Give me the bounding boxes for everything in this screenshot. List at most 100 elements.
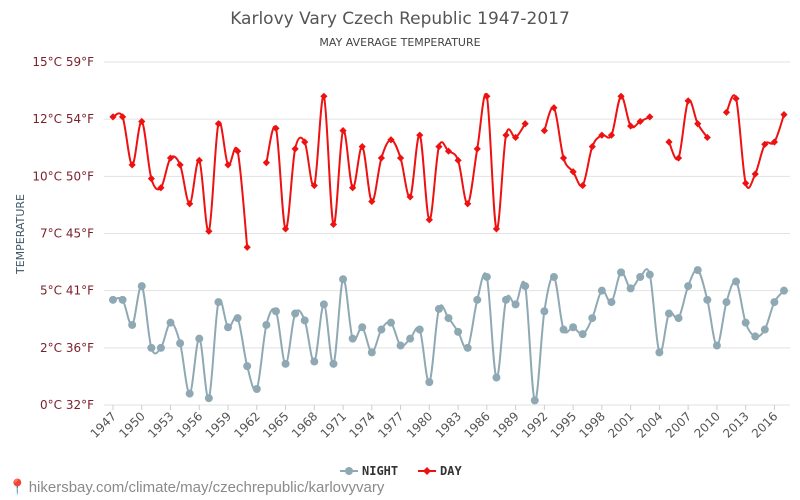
- point-night: [176, 339, 185, 348]
- point-day: [627, 122, 635, 130]
- point-day: [732, 94, 740, 103]
- point-day: [128, 161, 136, 169]
- y-tick-label: 0°C 32°F: [40, 398, 94, 412]
- point-night: [185, 389, 194, 398]
- point-night: [655, 348, 664, 357]
- point-day: [674, 154, 683, 162]
- series-line-day: [543, 95, 651, 188]
- point-night: [339, 275, 348, 284]
- point-night: [166, 318, 175, 327]
- x-tick-label: 1983: [433, 409, 464, 440]
- point-night: [722, 298, 731, 307]
- point-day: [722, 108, 731, 116]
- legend-marker: [345, 467, 353, 475]
- point-night: [262, 320, 271, 329]
- point-day: [751, 170, 759, 178]
- point-night: [502, 295, 511, 304]
- point-night: [377, 325, 386, 334]
- point-day: [272, 124, 280, 132]
- point-day: [166, 154, 175, 162]
- source-footer[interactable]: 📍 hikersbay.com/climate/may/czechrepublic…: [8, 478, 384, 496]
- x-tick-label: 1965: [260, 409, 291, 440]
- y-tick-label: 15°C 59°F: [32, 55, 94, 69]
- point-night: [415, 325, 424, 334]
- point-day: [195, 156, 203, 164]
- point-night: [732, 277, 741, 286]
- legend-item-night[interactable]: NIGHT: [340, 464, 398, 478]
- point-night: [684, 282, 693, 291]
- point-day: [387, 136, 395, 144]
- series-line-day: [668, 98, 709, 161]
- point-night: [224, 323, 233, 332]
- location-pin-icon: 📍: [8, 479, 27, 496]
- point-day: [588, 143, 596, 151]
- x-tick-label: 2010: [692, 409, 723, 440]
- point-night: [521, 282, 530, 291]
- point-day: [118, 113, 127, 121]
- x-tick-label: 1986: [461, 409, 492, 440]
- point-night: [693, 266, 702, 275]
- point-day: [435, 143, 443, 151]
- point-night: [367, 348, 376, 357]
- x-tick-label: 1962: [231, 409, 262, 440]
- legend-marker: [423, 467, 431, 475]
- point-day: [761, 140, 769, 148]
- point-night: [310, 357, 319, 366]
- series-line-day: [265, 93, 527, 230]
- x-tick-label: 2013: [720, 409, 751, 440]
- point-day: [780, 110, 788, 119]
- point-day: [483, 92, 491, 100]
- point-day: [569, 168, 577, 176]
- point-day: [646, 113, 654, 121]
- grid-lines: [104, 61, 790, 406]
- point-night: [252, 384, 261, 393]
- point-night: [195, 334, 204, 343]
- x-tick-label: 1953: [145, 409, 176, 440]
- x-tick-label: 1971: [318, 409, 349, 440]
- point-day: [444, 147, 453, 155]
- point-night: [463, 343, 472, 352]
- point-day: [770, 138, 779, 146]
- x-tick-label: 1980: [404, 409, 435, 440]
- point-day: [147, 175, 155, 183]
- point-night: [645, 270, 654, 279]
- point-night: [741, 318, 750, 327]
- point-day: [742, 179, 750, 187]
- x-tick-label: 1959: [203, 409, 234, 440]
- x-tick-label: 2004: [634, 409, 665, 440]
- point-day: [243, 243, 251, 251]
- x-tick-label: 1947: [88, 409, 119, 440]
- point-night: [243, 362, 252, 371]
- point-night: [578, 330, 587, 339]
- point-night: [281, 359, 290, 368]
- y-axis-label: TEMPERATURE: [14, 194, 27, 275]
- point-night: [348, 334, 357, 343]
- point-night: [329, 359, 338, 368]
- point-night: [530, 396, 539, 405]
- point-day: [109, 113, 117, 121]
- point-day: [310, 181, 318, 190]
- x-tick-label: 1989: [490, 409, 521, 440]
- point-night: [214, 298, 223, 307]
- point-night: [358, 323, 367, 332]
- point-day: [349, 184, 357, 192]
- legend-item-day[interactable]: DAY: [418, 464, 462, 478]
- point-day: [502, 131, 510, 139]
- point-day: [291, 145, 299, 153]
- x-tick-label: 1992: [519, 409, 550, 440]
- point-night: [319, 300, 328, 309]
- point-night: [607, 298, 616, 307]
- legend[interactable]: NIGHT DAY: [340, 464, 462, 478]
- point-day: [521, 120, 529, 128]
- point-night: [549, 272, 558, 281]
- source-url[interactable]: hikersbay.com/climate/may/czechrepublic/…: [28, 479, 385, 496]
- x-tick-label: 1995: [548, 409, 579, 440]
- point-night: [626, 284, 635, 293]
- point-day: [492, 225, 501, 233]
- point-day: [358, 143, 366, 151]
- point-day: [540, 127, 548, 135]
- point-day: [607, 131, 616, 139]
- point-day: [454, 156, 462, 164]
- point-night: [473, 295, 482, 304]
- point-day: [406, 193, 414, 201]
